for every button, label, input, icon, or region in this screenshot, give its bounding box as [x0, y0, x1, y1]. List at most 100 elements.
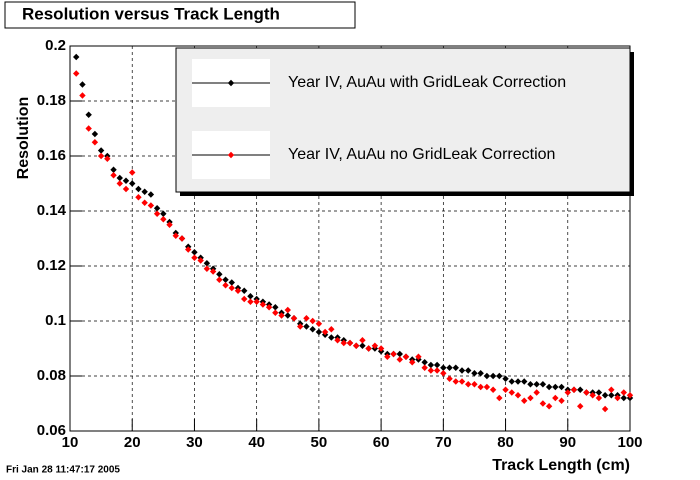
x-tick-label: 10: [62, 434, 79, 451]
point: [73, 70, 80, 77]
point: [73, 53, 80, 61]
y-tick-label: 0.06: [37, 422, 66, 439]
point: [527, 394, 534, 402]
point: [545, 383, 553, 391]
point: [241, 295, 248, 303]
x-tick-label: 50: [311, 434, 328, 451]
point: [153, 205, 161, 212]
point: [496, 372, 503, 380]
footer: Fri Jan 28 11:47:17 2005: [6, 465, 120, 476]
point: [396, 350, 403, 358]
point: [290, 315, 298, 322]
y-tick-label: 0.2: [45, 37, 66, 54]
point: [608, 392, 615, 399]
point: [508, 378, 515, 385]
x-axis-label: Track Length (cm): [492, 457, 630, 474]
point: [216, 276, 223, 283]
point: [371, 342, 379, 349]
point: [477, 370, 484, 377]
point: [433, 367, 441, 374]
point: [104, 155, 111, 162]
point: [589, 392, 596, 399]
point: [272, 309, 279, 316]
point: [433, 361, 441, 369]
chart-title: Resolution versus Track Length: [22, 4, 280, 23]
point: [110, 172, 117, 179]
point: [222, 276, 229, 283]
point: [471, 370, 478, 377]
point: [458, 378, 466, 385]
point: [160, 210, 167, 217]
point: [303, 315, 310, 322]
point: [228, 284, 235, 292]
point: [409, 359, 416, 366]
point: [247, 298, 254, 305]
point: [185, 246, 192, 253]
point: [477, 383, 484, 391]
x-tick-label: 80: [497, 434, 514, 451]
point: [265, 304, 273, 311]
point: [178, 235, 186, 242]
point: [390, 350, 397, 358]
point: [552, 383, 559, 391]
point: [110, 166, 117, 173]
point: [160, 216, 167, 223]
x-tick-label: 20: [124, 434, 141, 451]
point: [496, 394, 503, 402]
point: [427, 367, 435, 374]
x-tick-label: 70: [435, 434, 452, 451]
point: [483, 383, 491, 391]
point: [558, 383, 565, 391]
point: [440, 364, 447, 371]
point: [471, 381, 478, 388]
point: [558, 397, 565, 404]
y-tick-label: 0.08: [37, 367, 66, 384]
point: [328, 334, 335, 341]
point: [172, 232, 179, 239]
point: [309, 326, 316, 333]
point: [216, 271, 223, 278]
point: [209, 268, 217, 275]
x-tick-label: 90: [559, 434, 576, 451]
x-tick-label: 60: [373, 434, 390, 451]
point: [514, 378, 522, 385]
point: [620, 389, 627, 396]
point: [340, 339, 347, 347]
point: [521, 397, 528, 404]
point: [465, 367, 472, 374]
point: [353, 342, 360, 349]
point: [365, 345, 372, 352]
point: [129, 169, 136, 176]
point: [465, 381, 472, 388]
point: [309, 317, 316, 325]
point: [203, 265, 211, 272]
point: [315, 320, 323, 327]
point: [521, 378, 528, 385]
point: [153, 210, 161, 217]
point: [359, 337, 366, 344]
point: [489, 372, 497, 380]
point: [377, 345, 385, 352]
point: [533, 381, 540, 388]
title-box: [4, 1, 356, 29]
point: [458, 367, 466, 374]
point: [583, 389, 590, 396]
point: [135, 194, 142, 201]
point: [502, 386, 509, 393]
point: [97, 152, 105, 160]
point: [440, 370, 447, 377]
point: [122, 185, 130, 193]
point: [533, 389, 540, 396]
point: [552, 394, 559, 402]
point: [284, 306, 291, 314]
point: [203, 260, 211, 267]
point: [241, 287, 248, 294]
point: [595, 394, 603, 402]
point: [527, 381, 534, 388]
point: [147, 202, 155, 209]
point: [514, 392, 522, 399]
point: [91, 130, 99, 138]
y-tick-label: 0.12: [37, 257, 66, 274]
point: [502, 375, 509, 382]
point: [452, 364, 459, 371]
